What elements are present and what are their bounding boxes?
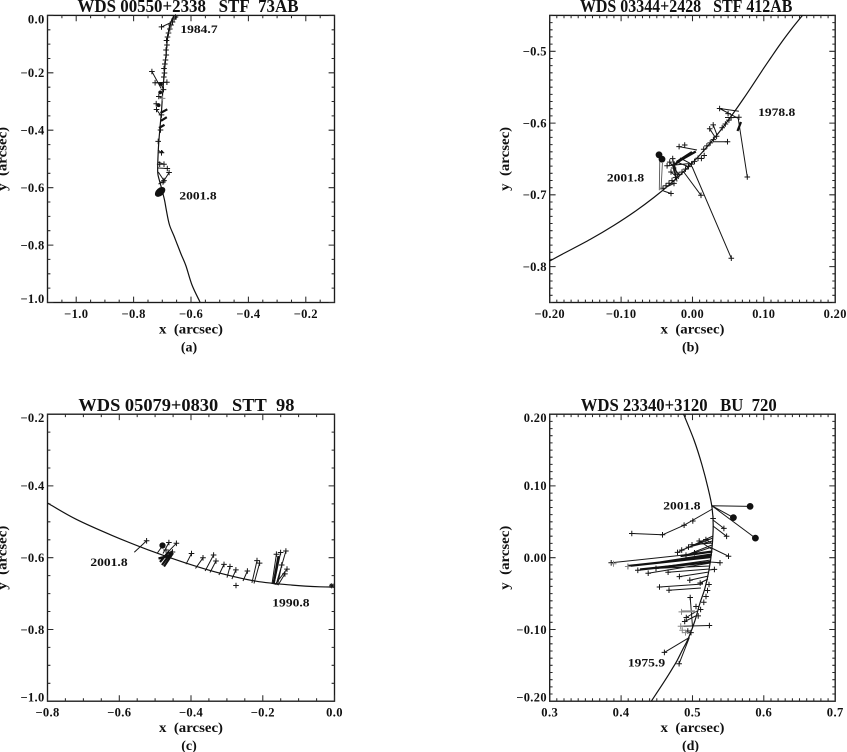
- svg-text:0.00: 0.00: [681, 307, 704, 321]
- svg-text:1984.7: 1984.7: [180, 22, 217, 36]
- svg-text:0.20: 0.20: [524, 411, 547, 425]
- svg-text:0.20: 0.20: [824, 307, 847, 321]
- svg-text:0.0: 0.0: [326, 706, 343, 720]
- svg-text:2001.8: 2001.8: [90, 555, 127, 569]
- svg-text:−0.6: −0.6: [523, 116, 547, 130]
- svg-text:−0.8: −0.8: [20, 238, 44, 252]
- svg-text:2001.8: 2001.8: [607, 171, 644, 185]
- svg-text:−0.7: −0.7: [523, 188, 547, 202]
- svg-text:y (arcsec): y (arcsec): [0, 127, 10, 191]
- svg-text:−0.2: −0.2: [20, 66, 44, 80]
- svg-text:0.10: 0.10: [752, 307, 775, 321]
- svg-text:−0.8: −0.8: [121, 307, 145, 321]
- svg-text:−1.0: −1.0: [64, 307, 88, 321]
- svg-text:−0.4: −0.4: [20, 124, 44, 138]
- svg-text:−1.0: −1.0: [20, 691, 44, 705]
- svg-text:y (arcsec): y (arcsec): [497, 127, 512, 191]
- svg-text:0.4: 0.4: [613, 706, 630, 720]
- svg-text:0.10: 0.10: [524, 479, 547, 493]
- svg-text:x (arcsec): x (arcsec): [159, 720, 223, 735]
- svg-text:−0.2: −0.2: [294, 307, 318, 321]
- svg-text:−0.4: −0.4: [20, 479, 44, 493]
- svg-text:0.6: 0.6: [755, 706, 772, 720]
- svg-text:−0.8: −0.8: [523, 260, 547, 274]
- svg-text:(b): (b): [682, 341, 699, 356]
- svg-text:(d): (d): [682, 739, 699, 752]
- svg-text:2001.8: 2001.8: [663, 498, 700, 512]
- svg-text:−0.8: −0.8: [20, 623, 44, 637]
- svg-text:−0.6: −0.6: [20, 181, 44, 195]
- svg-text:y (arcsec): y (arcsec): [0, 526, 10, 590]
- svg-text:−0.2: −0.2: [251, 706, 275, 720]
- svg-text:−0.4: −0.4: [236, 307, 260, 321]
- svg-text:−0.20: −0.20: [516, 691, 547, 705]
- svg-text:x (arcsec): x (arcsec): [159, 321, 223, 336]
- svg-text:x (arcsec): x (arcsec): [661, 720, 725, 735]
- svg-text:−0.2: −0.2: [20, 411, 44, 425]
- svg-text:1990.8: 1990.8: [272, 595, 309, 609]
- svg-text:−0.5: −0.5: [523, 45, 547, 59]
- svg-text:−1.0: −1.0: [20, 292, 44, 306]
- svg-text:(c): (c): [181, 739, 197, 752]
- svg-text:−0.6: −0.6: [20, 551, 44, 565]
- svg-text:WDS 00550+2338 STF 73AB: WDS 00550+2338 STF 73AB: [78, 0, 299, 16]
- svg-text:0.7: 0.7: [827, 706, 844, 720]
- svg-text:−0.6: −0.6: [107, 706, 131, 720]
- svg-text:−0.10: −0.10: [606, 307, 637, 321]
- svg-text:x (arcsec): x (arcsec): [661, 321, 725, 336]
- svg-text:0.3: 0.3: [541, 706, 558, 720]
- svg-text:0.00: 0.00: [524, 551, 547, 565]
- svg-text:−0.20: −0.20: [534, 307, 565, 321]
- svg-text:−0.8: −0.8: [35, 706, 59, 720]
- svg-text:1975.9: 1975.9: [628, 656, 665, 670]
- svg-text:WDS 03344+2428 STF 412AB: WDS 03344+2428 STF 412AB: [580, 0, 793, 16]
- svg-text:2001.8: 2001.8: [179, 189, 216, 203]
- svg-text:1978.8: 1978.8: [758, 105, 795, 119]
- svg-text:(a): (a): [181, 341, 198, 356]
- svg-text:y (arcsec): y (arcsec): [497, 526, 512, 590]
- svg-text:WDS 05079+0830 STT 98: WDS 05079+0830 STT 98: [78, 395, 294, 415]
- svg-text:−0.6: −0.6: [179, 307, 203, 321]
- svg-text:0.5: 0.5: [684, 706, 701, 720]
- svg-text:−0.10: −0.10: [516, 623, 547, 637]
- svg-text:0.0: 0.0: [28, 12, 45, 26]
- svg-text:WDS 23340+3120 BU 720: WDS 23340+3120 BU 720: [581, 395, 777, 415]
- svg-text:−0.4: −0.4: [179, 706, 203, 720]
